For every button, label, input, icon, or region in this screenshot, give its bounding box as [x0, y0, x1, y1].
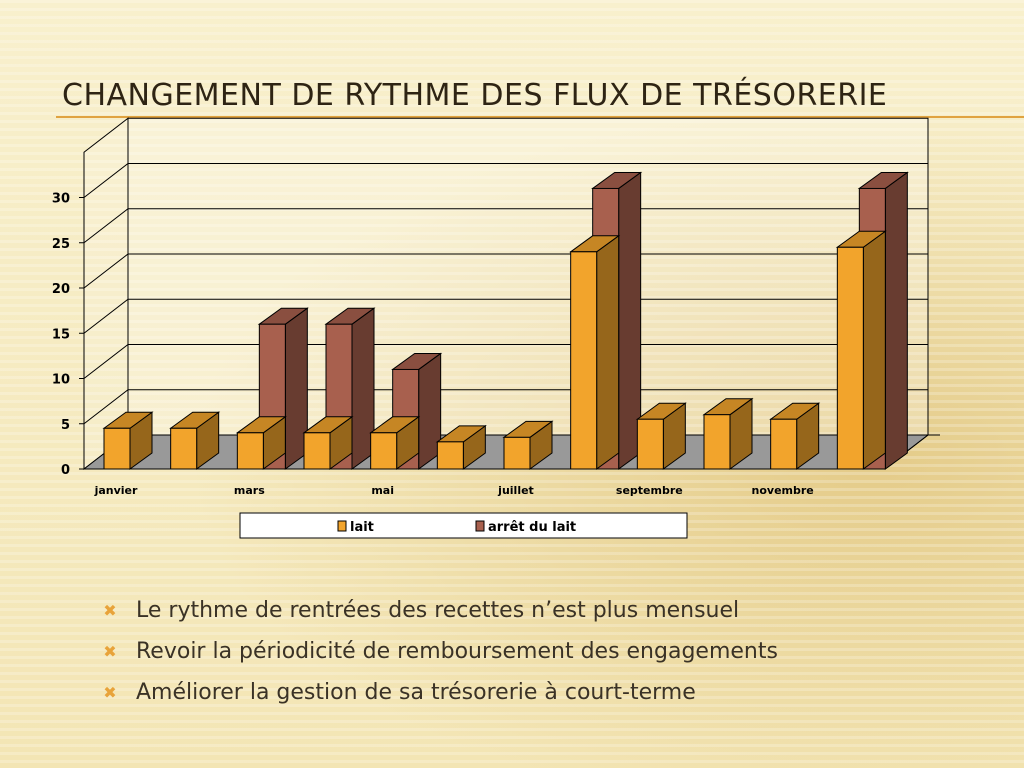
bar-lait	[635, 402, 687, 470]
gridline	[83, 344, 928, 379]
gridline	[83, 163, 928, 198]
bar-lait-front	[236, 432, 264, 470]
bar-lait-front	[436, 441, 464, 470]
bar-lait	[769, 402, 821, 470]
bullet-text: Le rythme de rentrées des recettes n’est…	[136, 598, 740, 623]
gridline	[83, 208, 928, 244]
bullet-text: Améliorer la gestion de sa trésorerie à …	[136, 680, 696, 705]
slide-title: Changement de rythme des flux de trésore…	[62, 78, 888, 113]
bullet-text: Revoir la périodicité de remboursement d…	[136, 639, 778, 664]
bar-lait	[569, 234, 621, 470]
y-tick-label: 15	[52, 327, 70, 342]
legend-label-lait: lait	[350, 520, 374, 535]
gridline	[83, 389, 928, 425]
bar-lait	[435, 424, 487, 470]
y-tick-label: 10	[52, 373, 70, 388]
bullet-x-icon: ✖	[103, 642, 117, 661]
y-tick-label: 5	[61, 418, 70, 433]
gridline	[83, 253, 928, 289]
chart: 0 5 10 15 20 25 30 janvier mars mai juillet septemb…	[52, 117, 940, 539]
gridline	[83, 298, 928, 334]
bar-lait	[235, 415, 287, 470]
bullet-x-icon: ✖	[103, 601, 117, 620]
bar-lait-front	[836, 246, 864, 470]
bar-lait-front	[770, 418, 798, 470]
x-tick-label: juillet	[497, 484, 534, 497]
bar-lait	[369, 415, 421, 470]
bar-lait-front	[636, 418, 664, 470]
bar-lait	[102, 411, 154, 470]
bar-lait-front	[303, 432, 331, 470]
x-tick-label: mars	[234, 484, 265, 497]
legend-label-arret: arrêt du lait	[488, 520, 576, 535]
x-tick-label: septembre	[616, 484, 683, 497]
legend-swatch-lait	[337, 520, 347, 532]
bar-lait-side	[862, 230, 886, 470]
bar-lait	[835, 230, 887, 470]
bar-lait-front	[570, 251, 598, 470]
bar-lait-front	[503, 436, 531, 470]
bar-lait-front	[170, 427, 198, 470]
bar-lait-side	[596, 234, 620, 470]
legend-box	[239, 512, 688, 539]
bar-lait-front	[703, 414, 731, 470]
chart-legend: lait arrêt du lait	[239, 512, 688, 539]
bullet-item: ✖ Revoir la périodicité de remboursement…	[98, 631, 778, 672]
bullet-x-icon: ✖	[103, 683, 117, 702]
y-tick-label: 20	[52, 282, 70, 297]
bar-lait	[302, 415, 354, 470]
bar-lait	[502, 420, 554, 470]
y-tick-label: 30	[52, 192, 70, 207]
y-tick-label: 25	[52, 237, 70, 252]
bar-lait-front	[103, 427, 131, 470]
bullet-item: ✖ Améliorer la gestion de sa trésorerie …	[98, 672, 778, 713]
y-tick-label: 0	[61, 463, 70, 478]
bullet-item: ✖ Le rythme de rentrées des recettes n’e…	[98, 590, 778, 631]
legend-swatch-arret	[475, 520, 485, 532]
bar-lait-front	[370, 432, 398, 470]
x-tick-label: mai	[371, 484, 394, 497]
bar-arret-du-lait-side	[884, 171, 908, 470]
x-tick-label: novembre	[752, 484, 814, 497]
bullet-list: ✖ Le rythme de rentrées des recettes n’e…	[98, 590, 778, 713]
bar-lait	[169, 411, 221, 470]
x-tick-label: janvier	[94, 484, 138, 497]
bar-lait	[702, 397, 754, 470]
title-divider	[56, 116, 1024, 118]
chart-back-wall	[127, 117, 929, 436]
